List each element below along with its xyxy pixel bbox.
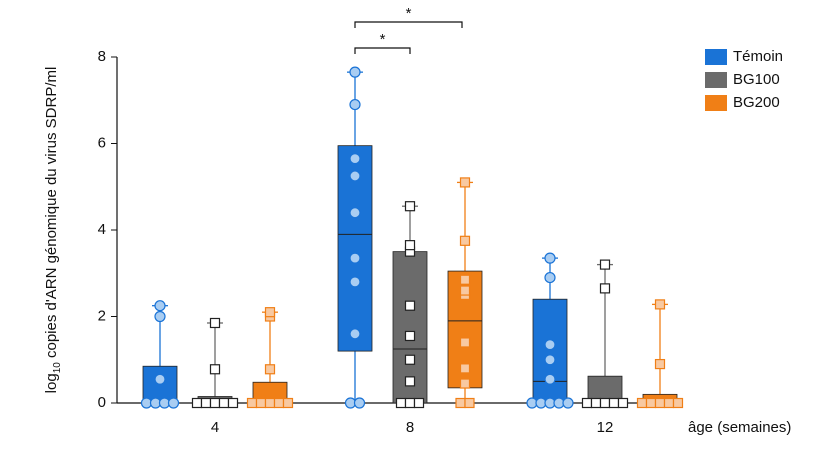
y-tick-label: 0 [98,394,106,411]
legend-swatch [705,95,727,111]
point [404,201,416,212]
point [590,397,602,409]
point [404,330,416,342]
point [404,376,416,387]
legend-label: Témoin [733,48,783,65]
point [654,358,666,370]
x-tick-label: 4 [211,419,219,436]
point [654,299,666,310]
point [264,397,276,409]
point [167,397,180,409]
point [154,310,166,323]
legend-label: BG100 [733,71,780,88]
point [464,397,475,409]
x-tick-label: 12 [597,419,614,436]
y-tick-label: 4 [98,221,106,238]
point [459,235,471,246]
point [349,153,361,165]
point [154,373,166,385]
y-label-prefix: log [43,373,60,393]
point [209,397,221,409]
point [654,397,666,409]
point [349,207,361,219]
point [353,397,366,409]
point [455,397,466,409]
point [562,397,574,409]
point [599,259,611,270]
point [599,283,611,294]
point [599,397,611,409]
y-tick-label: 6 [98,134,106,151]
point [459,177,471,188]
point [264,307,276,318]
point [663,397,675,409]
y-label-sub: 10 [52,362,63,374]
point [404,240,416,251]
point [349,252,361,264]
point [544,373,556,385]
legend-swatch [705,49,727,65]
point [349,276,361,288]
legend-swatch [705,72,727,88]
point [246,397,258,409]
point [191,397,203,409]
point [544,339,556,351]
point [209,364,221,375]
point [404,300,416,311]
point [645,397,657,409]
y-label-text: copies d'ARN génomique du virus SDRP/ml [43,67,60,363]
y-axis-label: log10 copies d'ARN génomique du virus SD… [43,67,63,394]
point [349,66,361,78]
point [264,364,276,375]
point [255,397,267,409]
significance-bracket [354,47,411,54]
significance-label: * [380,31,386,48]
x-axis-label: âge (semaines) [688,419,791,436]
point [581,397,593,409]
point [404,397,416,409]
y-tick-label: 2 [98,307,106,324]
box [532,298,568,404]
significance-bracket [354,21,463,28]
point [282,397,294,409]
point [349,328,361,340]
point [544,271,556,284]
point [404,354,416,365]
point [459,285,471,296]
point [349,170,361,182]
point [200,397,212,409]
legend-label: BG200 [733,94,780,111]
point [273,397,285,409]
point [218,397,230,409]
point [544,252,556,264]
point [227,397,239,409]
point [459,337,471,348]
point [672,397,684,409]
box [142,365,178,404]
point [636,397,648,409]
point [544,354,556,366]
point [413,397,425,409]
point [349,98,361,111]
point [154,300,166,312]
point [459,378,471,389]
y-tick-label: 8 [98,48,106,65]
point [209,317,221,329]
significance-label: * [406,5,412,22]
point [459,363,471,374]
point [459,274,471,285]
x-tick-label: 8 [406,419,414,436]
point [617,397,629,409]
point [608,397,620,409]
point [395,397,407,409]
